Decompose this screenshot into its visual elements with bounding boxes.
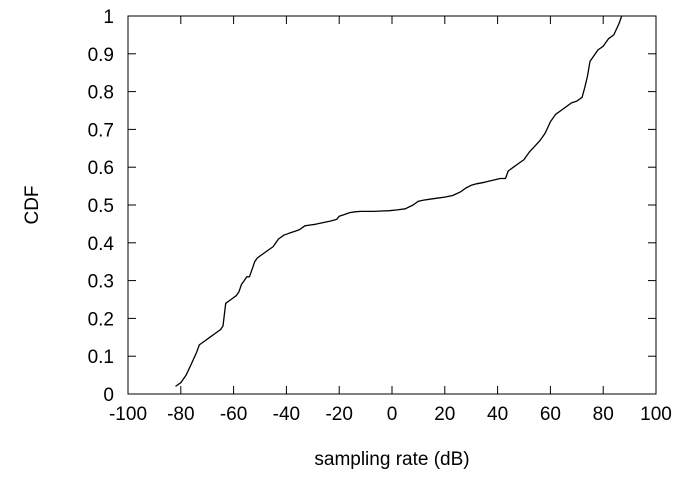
y-tick-label: 0.1	[88, 347, 114, 368]
cdf-series-line	[175, 15, 623, 387]
x-tick-label: -80	[167, 404, 194, 425]
y-tick-label: 0.3	[88, 272, 114, 293]
x-tick-label: 0	[387, 404, 398, 425]
y-tick-label: 0.7	[88, 120, 114, 141]
x-tick-label: -20	[325, 404, 352, 425]
y-tick-label: 0.5	[88, 196, 114, 217]
x-tick-label: -100	[109, 404, 147, 425]
y-tick-label: 1	[103, 7, 114, 28]
x-axis-label: sampling rate (dB)	[314, 449, 469, 470]
y-tick-label: 0.9	[88, 45, 114, 66]
y-tick-label: 0.8	[88, 83, 114, 104]
x-tick-label: -40	[273, 404, 300, 425]
y-tick-label: 0.6	[88, 158, 114, 179]
y-axis-label: CDF	[22, 185, 43, 224]
x-tick-label: 40	[487, 404, 508, 425]
tick-labels-group: -100 -80 -60 -40 -20 0 20 40 60 80 100 0 0.1 0.2 0.3 0.…	[88, 7, 672, 425]
y-tick-label: 0.4	[88, 234, 115, 255]
y-tick-label: 0.2	[88, 309, 114, 330]
plot-frame	[127, 15, 657, 395]
series-layer	[175, 15, 623, 387]
x-tick-label: 60	[540, 404, 561, 425]
x-tick-label: 80	[593, 404, 614, 425]
x-tick-label: 100	[640, 404, 672, 425]
x-tick-label: 20	[434, 404, 455, 425]
x-tick-label: -60	[220, 404, 247, 425]
y-tick-label: 0	[103, 385, 114, 406]
